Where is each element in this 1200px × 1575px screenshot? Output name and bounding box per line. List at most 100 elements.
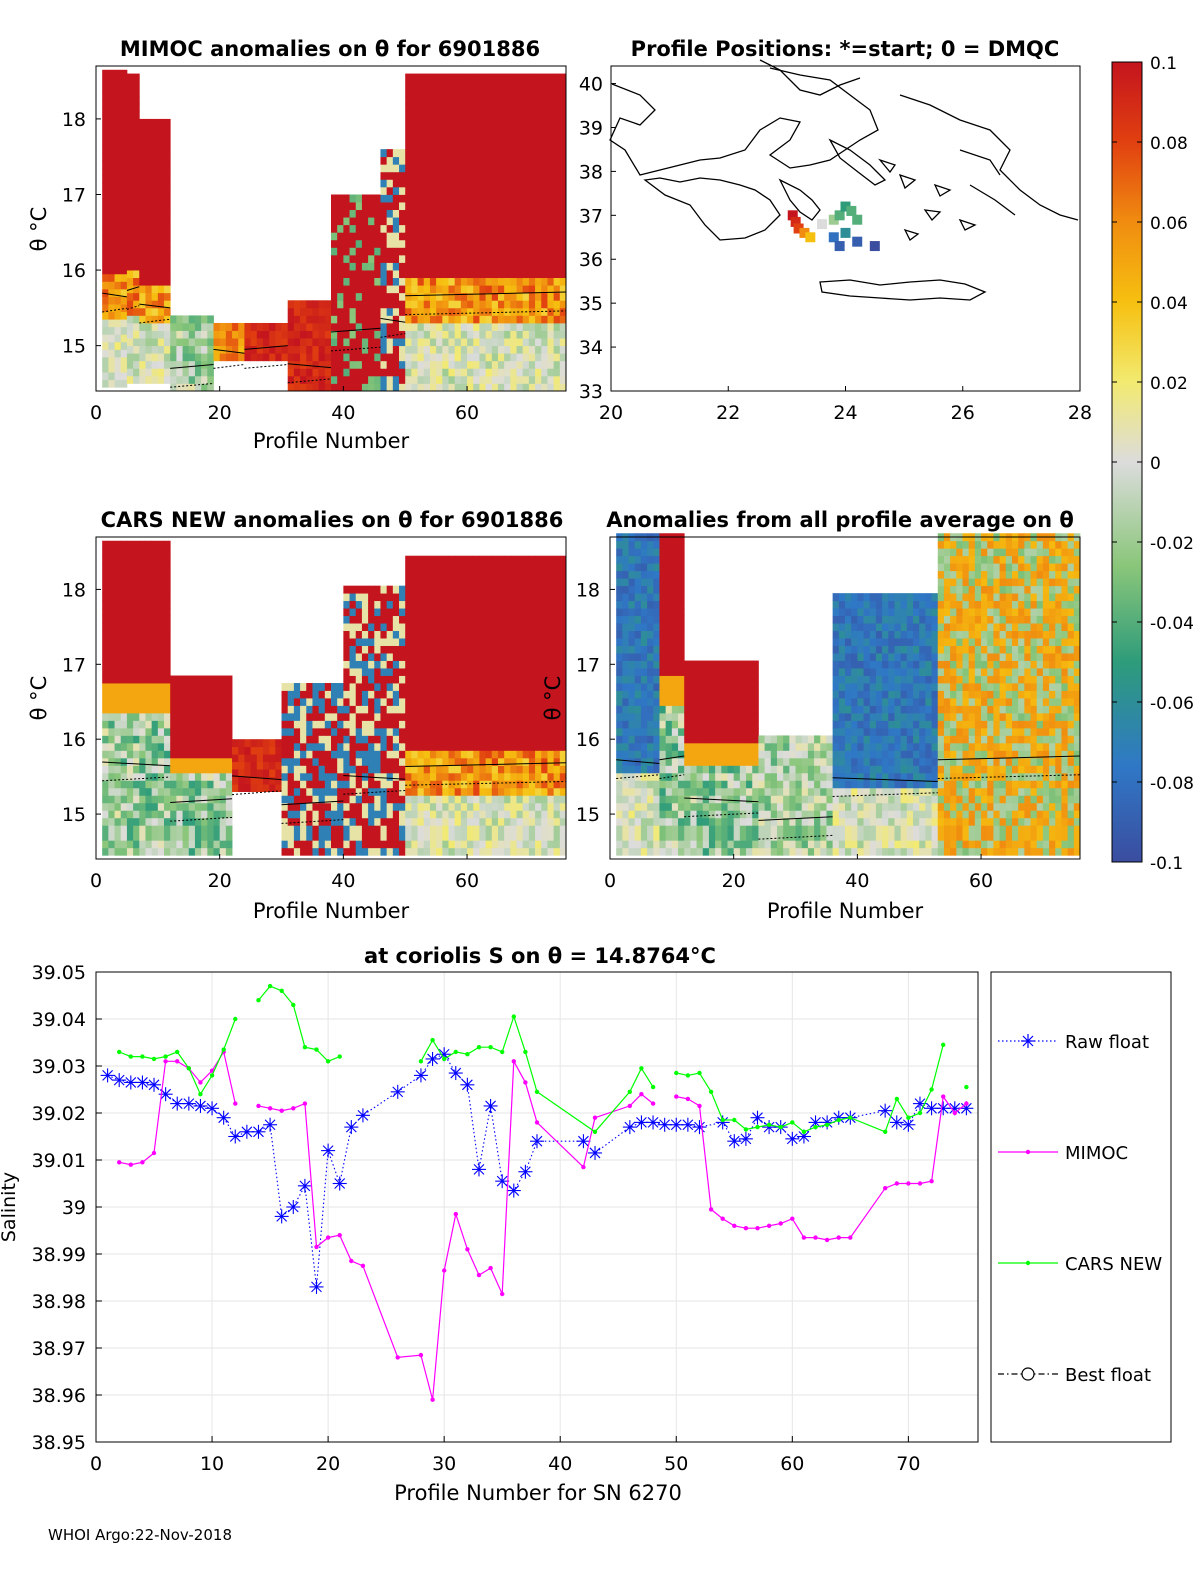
heatmap-cell (448, 277, 456, 286)
heatmap-cell (653, 623, 660, 632)
heatmap-cell (312, 735, 320, 744)
x-tick-label: 20 (208, 402, 232, 424)
heatmap-cell (306, 300, 313, 309)
heatmap-cell (151, 720, 159, 729)
heatmap-cell (157, 817, 165, 826)
heatmap-cell (145, 322, 153, 331)
heatmap-cell (399, 217, 406, 226)
heatmap-cell (553, 578, 561, 587)
heatmap-cell (497, 164, 505, 173)
heatmap-cell (485, 307, 493, 316)
heatmap-cell (423, 690, 431, 699)
heatmap-cell (151, 727, 159, 736)
heatmap-cell (454, 239, 462, 248)
heatmap-cell (541, 742, 548, 751)
heatmap-cell (126, 217, 134, 226)
heatmap-cell (306, 825, 313, 834)
heatmap-cell (559, 315, 567, 324)
heatmap-cell (479, 712, 486, 721)
heatmap-cell (491, 795, 499, 804)
heatmap-cell (405, 360, 412, 369)
heatmap-cell (628, 735, 636, 744)
heatmap-cell (479, 292, 486, 301)
heatmap-cell (355, 810, 363, 819)
heatmap-cell (145, 202, 153, 211)
heatmap-cell (164, 712, 171, 721)
heatmap-cell (559, 149, 567, 158)
heatmap-cell (306, 322, 313, 331)
average-cells (616, 533, 1081, 856)
heatmap-cell (510, 164, 517, 173)
heatmap-cell (405, 247, 412, 256)
heatmap-cell (126, 548, 134, 557)
heatmap-cell (324, 690, 332, 699)
heatmap-cell (510, 742, 517, 751)
heatmap-cell (559, 712, 567, 721)
heatmap-cell (473, 353, 480, 362)
heatmap-cell (541, 375, 548, 384)
heatmap-cell (139, 742, 146, 751)
heatmap-cell (405, 660, 412, 669)
heatmap-cell (380, 727, 388, 736)
heatmap-cell (151, 840, 159, 849)
heatmap-cell (281, 825, 289, 834)
colorbar-tick-label: -0.08 (1150, 774, 1194, 794)
heatmap-cell (479, 217, 486, 226)
heatmap-cell (528, 585, 536, 594)
heatmap-cell (337, 330, 344, 339)
heatmap-cell (411, 292, 418, 301)
heatmap-cell (473, 585, 480, 594)
heatmap-cell (423, 578, 431, 587)
heatmap-cell (547, 285, 555, 294)
heatmap-cell (164, 141, 171, 150)
heatmap-cell (405, 847, 412, 856)
heatmap-cell (126, 81, 134, 90)
heatmap-cell (151, 593, 159, 602)
heatmap-cell (522, 194, 530, 203)
heatmap-cell (133, 683, 140, 691)
heatmap-cell (349, 840, 357, 849)
heatmap-cell (287, 765, 295, 774)
heatmap-cell (293, 735, 301, 744)
heatmap-cell (380, 608, 388, 617)
heatmap-cell (559, 653, 567, 661)
heatmap-cell (293, 727, 301, 736)
heatmap-cell (423, 765, 431, 774)
heatmap-cell (399, 330, 406, 339)
heatmap-cell (114, 638, 122, 646)
heatmap-cell (436, 615, 443, 624)
heatmap-cell (436, 638, 443, 646)
heatmap-cell (361, 720, 369, 729)
heatmap-cell (300, 742, 307, 751)
heatmap-cell (448, 383, 456, 392)
heatmap-cell (460, 345, 468, 354)
heatmap-cell (659, 668, 667, 676)
heatmap-cell (485, 186, 493, 195)
heatmap-cell (102, 578, 109, 587)
heatmap-cell (374, 277, 381, 286)
heatmap-cell (553, 300, 561, 309)
heatmap-cell (170, 705, 177, 714)
heatmap-cell (331, 690, 338, 699)
heatmap-cell (491, 194, 499, 203)
heatmap-cell (312, 683, 320, 691)
heatmap-cell (622, 765, 629, 774)
heatmap-cell (510, 171, 517, 180)
heatmap-cell (188, 698, 196, 706)
heatmap-cell (145, 578, 153, 587)
heatmap-cell (287, 787, 295, 796)
heatmap-cell (460, 209, 468, 218)
heatmap-cell (102, 130, 109, 139)
heatmap-cell (355, 690, 363, 699)
heatmap-cell (355, 675, 363, 684)
heatmap-cell (659, 645, 667, 654)
heatmap-cell (386, 705, 394, 714)
heatmap-cell (411, 209, 418, 218)
heatmap-cell (528, 795, 536, 804)
heatmap-cell (386, 360, 394, 369)
heatmap-cell (145, 810, 153, 819)
heatmap-cell (541, 578, 548, 587)
heatmap-cell (374, 330, 381, 339)
heatmap-cell (164, 600, 171, 609)
heatmap-cell (164, 690, 171, 699)
